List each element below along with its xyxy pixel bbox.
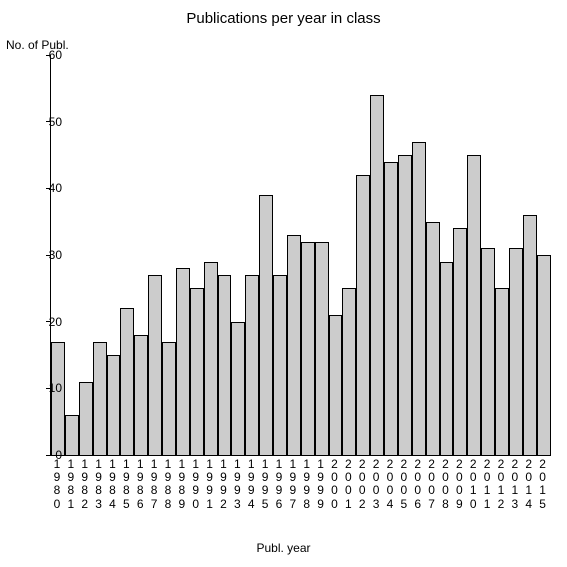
bar bbox=[495, 288, 509, 455]
x-tick-label: 1981 bbox=[64, 458, 78, 511]
bar bbox=[370, 95, 384, 455]
bar bbox=[287, 235, 301, 455]
x-labels-group: 1980198119821983198419851986198719881989… bbox=[50, 458, 550, 511]
x-tick-label: 1989 bbox=[175, 458, 189, 511]
x-tick-label: 1982 bbox=[78, 458, 92, 511]
bar bbox=[453, 228, 467, 455]
bar bbox=[245, 275, 259, 455]
chart-container: Publications per year in class No. of Pu… bbox=[0, 0, 567, 567]
x-tick-label: 1995 bbox=[258, 458, 272, 511]
x-tick-label: 1985 bbox=[119, 458, 133, 511]
x-tick-label: 2010 bbox=[466, 458, 480, 511]
y-tick-label: 60 bbox=[49, 48, 62, 62]
x-tick-label: 1988 bbox=[161, 458, 175, 511]
bar bbox=[218, 275, 232, 455]
x-tick-label: 2007 bbox=[425, 458, 439, 511]
bar bbox=[120, 308, 134, 455]
x-tick-label: 1984 bbox=[106, 458, 120, 511]
x-tick-label: 1983 bbox=[92, 458, 106, 511]
x-tick-label: 1998 bbox=[300, 458, 314, 511]
x-tick-label: 1990 bbox=[189, 458, 203, 511]
bar bbox=[356, 175, 370, 455]
y-tick-label: 50 bbox=[49, 115, 62, 129]
bar bbox=[509, 248, 523, 455]
x-tick-label: 2008 bbox=[439, 458, 453, 511]
x-tick-label: 1993 bbox=[230, 458, 244, 511]
x-axis-title: Publ. year bbox=[0, 541, 567, 555]
x-tick-label: 1991 bbox=[203, 458, 217, 511]
bar bbox=[79, 382, 93, 455]
bar bbox=[426, 222, 440, 455]
x-tick-label: 2000 bbox=[328, 458, 342, 511]
bar bbox=[204, 262, 218, 455]
x-tick-label: 1999 bbox=[314, 458, 328, 511]
bar bbox=[315, 242, 329, 455]
bar bbox=[162, 342, 176, 455]
bars-group bbox=[51, 55, 551, 455]
bar bbox=[273, 275, 287, 455]
y-tick-label: 40 bbox=[49, 181, 62, 195]
plot-area bbox=[50, 55, 551, 456]
bar bbox=[329, 315, 343, 455]
x-tick-label: 2006 bbox=[411, 458, 425, 511]
y-tick-label: 10 bbox=[49, 381, 62, 395]
bar bbox=[65, 415, 79, 455]
y-tick bbox=[46, 455, 51, 456]
x-tick-label: 2003 bbox=[369, 458, 383, 511]
bar bbox=[467, 155, 481, 455]
x-tick-label: 1994 bbox=[244, 458, 258, 511]
x-tick-label: 2002 bbox=[355, 458, 369, 511]
bar bbox=[134, 335, 148, 455]
x-tick-label: 1986 bbox=[133, 458, 147, 511]
x-tick-label: 2005 bbox=[397, 458, 411, 511]
bar bbox=[176, 268, 190, 455]
x-tick-label: 1992 bbox=[217, 458, 231, 511]
x-tick-label: 2009 bbox=[452, 458, 466, 511]
x-tick-label: 1987 bbox=[147, 458, 161, 511]
bar bbox=[51, 342, 65, 455]
x-tick-label: 2004 bbox=[383, 458, 397, 511]
bar bbox=[384, 162, 398, 455]
bar bbox=[93, 342, 107, 455]
bar bbox=[412, 142, 426, 455]
y-tick-label: 20 bbox=[49, 315, 62, 329]
bar bbox=[301, 242, 315, 455]
x-tick-label: 2001 bbox=[341, 458, 355, 511]
x-tick-label: 2012 bbox=[494, 458, 508, 511]
y-tick-label: 0 bbox=[55, 448, 62, 462]
bar bbox=[107, 355, 121, 455]
x-tick-label: 2015 bbox=[536, 458, 550, 511]
x-tick-label: 2014 bbox=[522, 458, 536, 511]
bar bbox=[537, 255, 551, 455]
bar bbox=[259, 195, 273, 455]
x-tick-label: 1996 bbox=[272, 458, 286, 511]
x-tick-label: 2011 bbox=[480, 458, 494, 511]
bar bbox=[148, 275, 162, 455]
bar bbox=[481, 248, 495, 455]
bar bbox=[398, 155, 412, 455]
bar bbox=[342, 288, 356, 455]
chart-title: Publications per year in class bbox=[0, 10, 567, 27]
bar bbox=[190, 288, 204, 455]
y-tick-label: 30 bbox=[49, 248, 62, 262]
bar bbox=[523, 215, 537, 455]
x-tick-label: 1980 bbox=[50, 458, 64, 511]
x-tick-label: 2013 bbox=[508, 458, 522, 511]
bar bbox=[231, 322, 245, 455]
bar bbox=[440, 262, 454, 455]
x-tick-label: 1997 bbox=[286, 458, 300, 511]
